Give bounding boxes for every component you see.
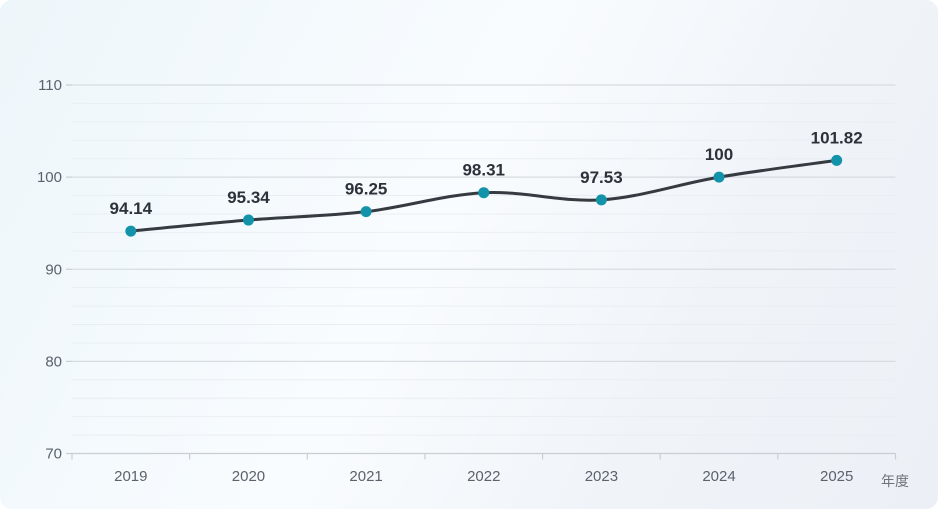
data-point-2025[interactable]	[831, 154, 843, 166]
data-point-label: 96.25	[345, 180, 388, 199]
y-axis-tick-label: 80	[45, 353, 62, 370]
data-point-2019[interactable]	[125, 225, 137, 237]
x-axis-tick-label: 2023	[585, 468, 618, 485]
data-point-2023[interactable]	[595, 194, 607, 206]
x-axis-tick-label: 2020	[232, 468, 265, 485]
x-axis-tick-label: 2019	[114, 468, 147, 485]
x-axis-tick-label: 2021	[349, 468, 382, 485]
data-point-label: 98.31	[462, 161, 505, 180]
x-axis-tick-label: 2025	[820, 468, 853, 485]
y-axis-tick-label: 70	[45, 446, 62, 463]
data-point-2022[interactable]	[478, 187, 490, 199]
data-point-2021[interactable]	[360, 206, 372, 218]
data-point-label: 97.53	[580, 168, 623, 187]
data-point-label: 100	[705, 145, 733, 164]
x-axis-tick-label: 2024	[702, 468, 735, 485]
data-point-label: 95.34	[227, 188, 270, 207]
x-axis-title: 年度	[881, 473, 909, 489]
y-axis-tick-label: 110	[38, 77, 62, 94]
x-axis-tick-label: 2022	[467, 468, 500, 485]
data-point-label: 94.14	[110, 199, 153, 218]
y-axis-tick-label: 100	[37, 169, 62, 186]
data-point-label: 101.82	[811, 128, 863, 147]
data-point-2024[interactable]	[713, 171, 725, 183]
data-point-2020[interactable]	[242, 214, 254, 226]
y-axis-tick-label: 90	[45, 261, 62, 278]
